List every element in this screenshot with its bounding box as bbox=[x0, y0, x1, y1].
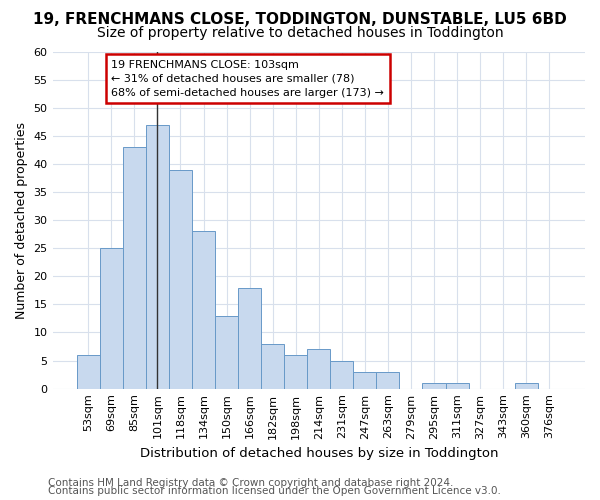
Bar bbox=[422, 383, 446, 388]
Text: Contains HM Land Registry data © Crown copyright and database right 2024.: Contains HM Land Registry data © Crown c… bbox=[48, 478, 454, 488]
Text: 19 FRENCHMANS CLOSE: 103sqm
← 31% of detached houses are smaller (78)
68% of sem: 19 FRENCHMANS CLOSE: 103sqm ← 31% of det… bbox=[112, 60, 384, 98]
Bar bbox=[261, 344, 284, 388]
Bar bbox=[284, 355, 307, 388]
Y-axis label: Number of detached properties: Number of detached properties bbox=[15, 122, 28, 318]
X-axis label: Distribution of detached houses by size in Toddington: Distribution of detached houses by size … bbox=[140, 447, 498, 460]
Bar bbox=[376, 372, 400, 388]
Bar bbox=[353, 372, 376, 388]
Bar bbox=[215, 316, 238, 388]
Bar bbox=[100, 248, 123, 388]
Bar bbox=[307, 350, 330, 389]
Bar bbox=[330, 360, 353, 388]
Text: Size of property relative to detached houses in Toddington: Size of property relative to detached ho… bbox=[97, 26, 503, 40]
Bar bbox=[238, 288, 261, 388]
Text: Contains public sector information licensed under the Open Government Licence v3: Contains public sector information licen… bbox=[48, 486, 501, 496]
Bar bbox=[169, 170, 192, 388]
Bar bbox=[146, 124, 169, 388]
Bar bbox=[515, 383, 538, 388]
Bar bbox=[123, 147, 146, 388]
Bar bbox=[446, 383, 469, 388]
Bar bbox=[192, 232, 215, 388]
Bar bbox=[77, 355, 100, 388]
Text: 19, FRENCHMANS CLOSE, TODDINGTON, DUNSTABLE, LU5 6BD: 19, FRENCHMANS CLOSE, TODDINGTON, DUNSTA… bbox=[33, 12, 567, 28]
